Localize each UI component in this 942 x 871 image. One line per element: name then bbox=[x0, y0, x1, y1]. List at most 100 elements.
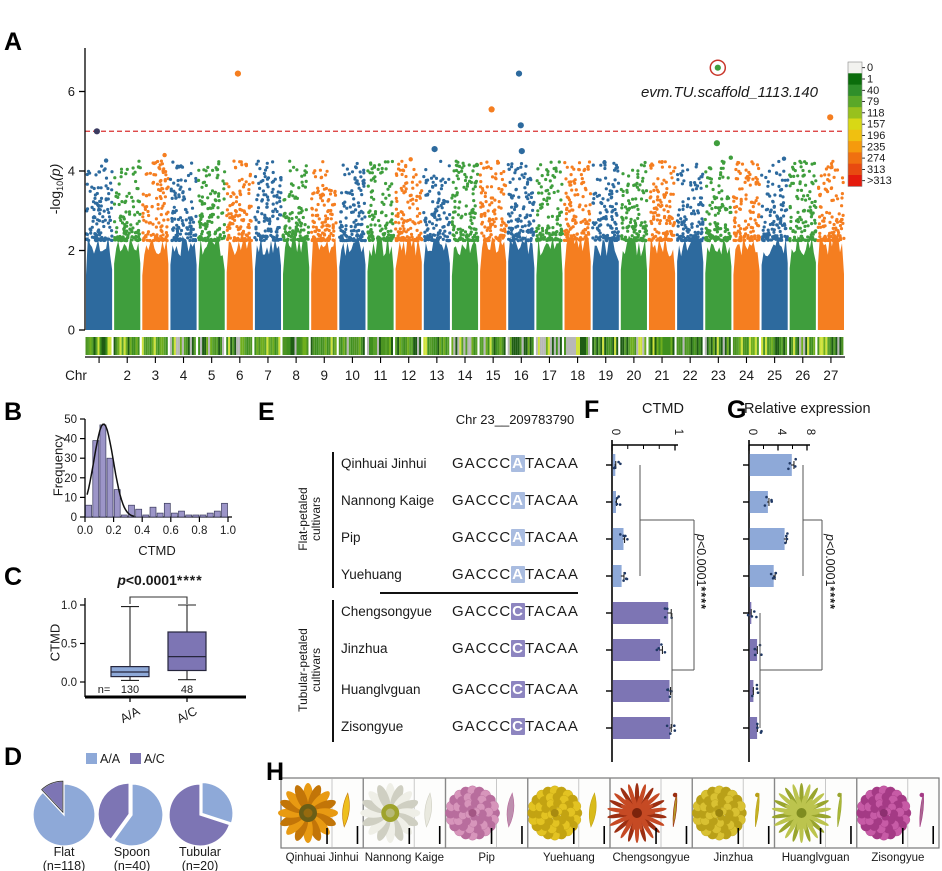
cultivar-name: Chengsongyue bbox=[341, 604, 432, 619]
cultivar-name: Qinhuai Jinhui bbox=[341, 456, 427, 471]
colorbar-segment bbox=[848, 141, 862, 153]
scale-bar bbox=[819, 828, 822, 844]
snp-position-header: Chr 23__209783790 bbox=[455, 412, 575, 427]
hist-bar bbox=[113, 489, 121, 518]
ylabel-main: -log bbox=[47, 190, 63, 215]
colorbar-segment bbox=[848, 129, 862, 142]
pie-slice bbox=[112, 783, 164, 847]
cultivar-photo-label: Pip bbox=[478, 852, 495, 864]
box-significance-text: p<0.0001**** bbox=[95, 572, 225, 588]
cultivar-name: Jinzhua bbox=[341, 641, 388, 656]
sig-stars: **** bbox=[176, 572, 203, 588]
seq-after: TACAA bbox=[525, 681, 579, 698]
chromosome-column bbox=[675, 162, 705, 330]
scale-bar bbox=[521, 826, 523, 844]
seq-before: GACCC bbox=[452, 455, 512, 472]
sequence-text: GACCCCTACAA bbox=[452, 718, 579, 735]
hbar bbox=[749, 565, 774, 587]
chromosome-column bbox=[141, 152, 170, 330]
allele-group-separator bbox=[380, 592, 578, 595]
svg-text:20: 20 bbox=[64, 473, 77, 485]
chr-tick-label: 12 bbox=[401, 368, 416, 383]
hist-bar bbox=[192, 514, 200, 518]
svg-text:50: 50 bbox=[64, 414, 77, 426]
colorbar-tick-label: 157 bbox=[867, 119, 885, 131]
pie-name: Flat bbox=[54, 845, 75, 859]
sequence-text: GACCCCTACAA bbox=[452, 681, 579, 698]
colorbar-tick-label: 1 bbox=[867, 73, 873, 85]
gene-label: evm.TU.scaffold_1113.140 bbox=[640, 84, 819, 101]
chromosome-column bbox=[647, 160, 677, 330]
snp-point bbox=[431, 146, 438, 153]
chromosome-column bbox=[760, 156, 790, 330]
svg-text:1.0: 1.0 bbox=[61, 600, 77, 612]
chromosome-column bbox=[338, 161, 367, 330]
hist-bar bbox=[213, 510, 221, 518]
sequence-text: GACCCATACAA bbox=[452, 529, 579, 546]
svg-text:0: 0 bbox=[68, 323, 75, 338]
box-n-value: 130 bbox=[121, 684, 139, 696]
chr-tick-label: 9 bbox=[321, 368, 329, 383]
hist-bar bbox=[149, 506, 157, 518]
chr-tick-label: 20 bbox=[626, 368, 641, 383]
chromosome-column bbox=[534, 160, 565, 330]
sequence-text: GACCCCTACAA bbox=[452, 640, 579, 657]
chr-tick-label: 21 bbox=[655, 368, 670, 383]
chromosome-column bbox=[197, 160, 227, 330]
svg-text:0.0: 0.0 bbox=[61, 677, 77, 689]
snp-allele: A bbox=[511, 566, 526, 583]
seq-after: TACAA bbox=[525, 566, 579, 583]
hist-bar bbox=[106, 457, 114, 518]
colorbar-tick-label: 196 bbox=[867, 130, 885, 142]
chromosome-column bbox=[281, 159, 311, 330]
svg-text:6: 6 bbox=[68, 84, 75, 99]
snp-point bbox=[93, 128, 100, 135]
snp-density-strip bbox=[85, 337, 844, 355]
chr-tick-label: 8 bbox=[292, 368, 300, 383]
cultivar-photo-label: Yuehuang bbox=[543, 852, 595, 864]
chr-tick-label: 16 bbox=[514, 368, 529, 383]
colorbar-segment bbox=[848, 73, 862, 85]
hist-bar bbox=[171, 512, 178, 518]
cultivar-photo-label: Chengsongyue bbox=[612, 852, 689, 864]
manhattan-y-axis: 0 2 4 6 bbox=[68, 48, 86, 338]
chr-tick-label: 3 bbox=[152, 368, 160, 383]
scale-bar bbox=[655, 828, 657, 844]
snp-point bbox=[714, 64, 721, 71]
sequence-text: GACCCCTACAA bbox=[452, 603, 579, 620]
sig-p: p bbox=[823, 534, 837, 541]
expression-significance-text: p<0.0001**** bbox=[823, 534, 837, 610]
chromosome-column bbox=[310, 160, 338, 330]
highlight-points bbox=[93, 59, 834, 155]
hbar bbox=[749, 528, 785, 550]
chromosome-column bbox=[591, 160, 621, 330]
pie-n-label: (n=118) bbox=[43, 859, 86, 871]
sig-value: <0.0001 bbox=[823, 540, 837, 587]
sig-value: <0.0001 bbox=[125, 572, 177, 588]
ylabel-sub: 10 bbox=[55, 180, 65, 191]
box-group: 130 A/A bbox=[110, 605, 150, 726]
cultivar-photo-label: Huanglvguan bbox=[782, 852, 850, 864]
chr-tick-label: 2 bbox=[123, 368, 131, 383]
colorbar-segment bbox=[848, 62, 862, 74]
sequence-text: GACCCATACAA bbox=[452, 455, 579, 472]
chr-tick-label: 23 bbox=[711, 368, 726, 383]
qinhuai-jinhui-flower-image bbox=[278, 783, 338, 843]
snp-point bbox=[713, 140, 721, 147]
scale-bar bbox=[603, 826, 606, 844]
seq-before: GACCC bbox=[452, 681, 512, 698]
yuehuang-flower-image bbox=[527, 785, 583, 841]
colorbar-segment bbox=[848, 152, 862, 165]
colorbar-tick-label: >313 bbox=[867, 175, 892, 187]
hbar bbox=[612, 717, 671, 739]
colorbar-segment bbox=[848, 84, 862, 97]
group-title-line2: cultivars bbox=[309, 497, 323, 542]
ctmd-boxplot: 0.0 0.5 1.0 130 A/A 48 A/C n= bbox=[61, 596, 246, 726]
bar-axis-tick-label: 4 bbox=[775, 429, 787, 436]
pie-slice bbox=[168, 783, 231, 847]
svg-text:0.5: 0.5 bbox=[61, 639, 77, 651]
sequence-text: GACCCATACAA bbox=[452, 566, 579, 583]
